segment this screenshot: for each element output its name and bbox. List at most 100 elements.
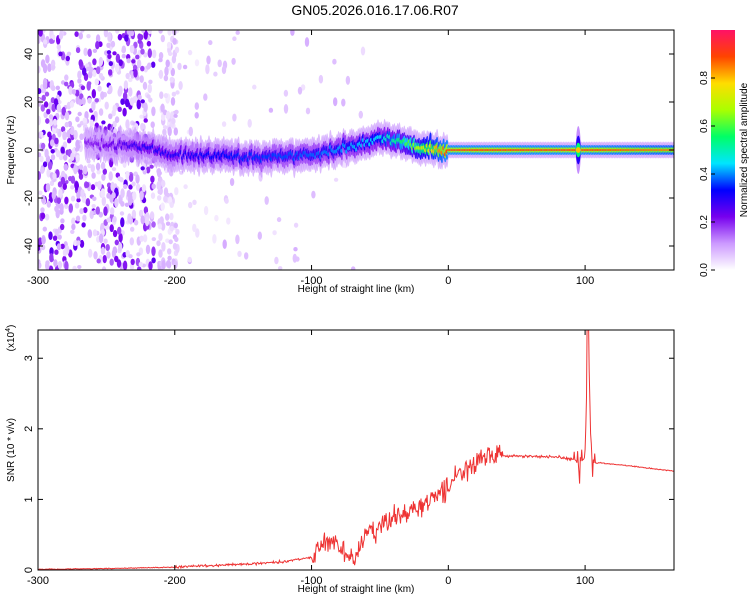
heatmap-cell [151, 221, 156, 228]
heatmap-cell [101, 266, 107, 270]
spectrogram-xtick-label: -200 [164, 275, 186, 287]
heatmap-cell [118, 242, 123, 252]
heatmap-cell [74, 31, 79, 37]
colorbar-tick-label: 0.0 [699, 263, 710, 277]
heatmap-cell [122, 107, 127, 117]
heatmap-cell [106, 192, 111, 199]
heatmap-cell [133, 69, 138, 78]
heatmap-cell [108, 113, 113, 120]
heatmap-cell [136, 252, 141, 257]
heatmap-cell [96, 258, 101, 264]
heatmap-cell [60, 146, 65, 154]
heatmap-cell [170, 67, 175, 77]
heatmap-cell [188, 126, 193, 137]
heatmap-cell [40, 59, 46, 68]
colorbar-tick-label: 0.8 [699, 71, 710, 85]
heatmap-cell [53, 259, 58, 267]
heatmap-cell [167, 248, 172, 255]
heatmap-cell [125, 72, 130, 80]
heatmap-cell [122, 91, 128, 101]
heatmap-cell [177, 62, 182, 71]
heatmap-cell [293, 222, 299, 228]
heatmap-cell [98, 233, 104, 244]
heatmap-cell [62, 154, 68, 161]
heatmap-cell [115, 30, 120, 34]
heatmap-cell [78, 99, 83, 106]
heatmap-cell [143, 30, 148, 40]
heatmap-cell [117, 106, 122, 113]
colorbar-tick-label: 0.4 [699, 167, 710, 181]
heatmap-cell [138, 209, 144, 218]
heatmap-cell [103, 238, 108, 244]
heatmap-cell [51, 190, 56, 200]
heatmap-cell [129, 97, 135, 106]
heatmap-cell [131, 209, 137, 219]
heatmap-cell [75, 154, 80, 163]
heatmap-cell [138, 34, 144, 41]
heatmap-cell [86, 159, 91, 164]
colorbar: 0.0 0.2 0.4 0.6 0.8 Normalized spectral ampl… [699, 30, 750, 277]
heatmap-cell [165, 238, 170, 243]
heatmap-cell [98, 72, 104, 79]
heatmap-cell [147, 30, 152, 35]
heatmap-cell [214, 214, 219, 222]
heatmap-cell [174, 46, 180, 54]
heatmap-cell [82, 117, 88, 123]
heatmap-cell [60, 223, 65, 231]
heatmap-cell [38, 132, 41, 138]
heatmap-cell [221, 121, 227, 127]
heatmap-cell [85, 181, 90, 188]
heatmap-cell [169, 169, 174, 177]
heatmap-cell [72, 265, 77, 270]
heatmap-cell [108, 61, 114, 67]
heatmap-cell [109, 224, 114, 233]
spectrogram-ytick-label: 0 [23, 147, 35, 153]
heatmap-cell [42, 81, 48, 90]
heatmap-cell [87, 48, 92, 57]
heatmap-cell [150, 121, 155, 128]
heatmap-cell [59, 203, 64, 213]
heatmap-cell [128, 193, 133, 204]
heatmap-cell [75, 215, 81, 222]
heatmap-cell [39, 155, 44, 163]
heatmap-cell [112, 230, 118, 238]
heatmap-cell [169, 212, 174, 221]
heatmap-cell [57, 181, 63, 188]
heatmap-cell [212, 234, 217, 244]
heatmap-cell [293, 247, 298, 252]
snr-series-group [38, 330, 674, 570]
heatmap-cell [130, 226, 135, 232]
heatmap-cell [49, 38, 54, 44]
heatmap-cell [120, 188, 125, 199]
heatmap-cell [82, 67, 87, 76]
heatmap-cell [86, 34, 91, 39]
heatmap-cell [157, 195, 162, 201]
heatmap-cell [208, 40, 213, 46]
heatmap-cell [94, 78, 100, 86]
heatmap-cell [244, 252, 249, 260]
heatmap-cell [141, 184, 147, 193]
heatmap-cell [41, 94, 46, 102]
heatmap-cell [38, 65, 41, 74]
heatmap-cell [173, 222, 178, 229]
heatmap-cell [139, 235, 144, 242]
heatmap-cell [114, 63, 120, 73]
heatmap-cell [161, 260, 166, 270]
snr-exponent-base: (x10 [6, 331, 17, 351]
heatmap-cell [148, 79, 153, 85]
heatmap-cell [133, 219, 139, 226]
heatmap-cell [48, 231, 53, 240]
heatmap-cell [104, 101, 109, 110]
heatmap-cell [70, 125, 75, 136]
heatmap-cell [173, 260, 178, 269]
heatmap-cell [151, 183, 156, 190]
heatmap-cell [128, 77, 133, 83]
heatmap-cell [194, 112, 199, 119]
heatmap-cell [80, 30, 85, 33]
heatmap-cell [231, 57, 236, 65]
heatmap-cell [73, 129, 78, 140]
heatmap-cell [82, 214, 87, 222]
heatmap-cell [345, 75, 351, 85]
heatmap-cell [64, 111, 70, 121]
